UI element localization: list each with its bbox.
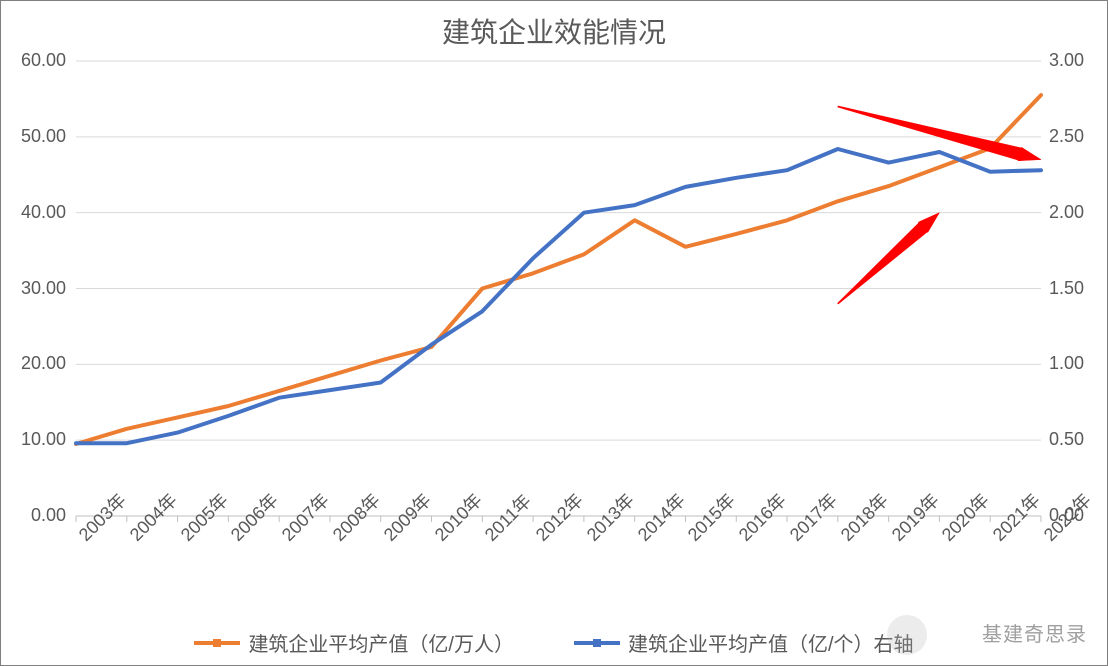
y-left-tick: 40.00	[21, 202, 66, 223]
y-right-tick: 2.00	[1049, 202, 1084, 223]
legend-swatch-1	[574, 641, 620, 645]
y-left-tick: 30.00	[21, 278, 66, 299]
y-right-tick: 0.50	[1049, 429, 1084, 450]
y-left-tick: 50.00	[21, 126, 66, 147]
legend-label-1: 建筑企业平均产值（亿/个）右轴	[628, 628, 914, 657]
annotation-arrow-shaft-1	[837, 223, 927, 304]
plot-area	[1, 1, 1108, 666]
y-right-tick: 2.50	[1049, 126, 1084, 147]
chart-container: 建筑企业效能情况 建筑企业平均产值（亿/万人） 建筑企业平均产值（亿/个）右轴 …	[0, 0, 1108, 666]
legend-item-series-1: 建筑企业平均产值（亿/个）右轴	[574, 628, 914, 657]
legend-swatch-0	[194, 641, 240, 645]
y-left-tick: 10.00	[21, 429, 66, 450]
annotation-arrow-head-0	[1018, 147, 1041, 161]
series-line-1	[76, 149, 1041, 443]
y-right-tick: 1.50	[1049, 278, 1084, 299]
y-left-tick: 0.00	[31, 505, 66, 526]
series-line-0	[76, 95, 1041, 444]
y-left-tick: 20.00	[21, 353, 66, 374]
watermark-logo	[887, 615, 927, 655]
y-right-tick: 1.00	[1049, 353, 1084, 374]
legend-item-series-0: 建筑企业平均产值（亿/万人）	[194, 628, 514, 657]
legend-label-0: 建筑企业平均产值（亿/万人）	[248, 628, 514, 657]
y-left-tick: 60.00	[21, 50, 66, 71]
annotation-arrow-shaft-0	[838, 106, 1022, 160]
legend: 建筑企业平均产值（亿/万人） 建筑企业平均产值（亿/个）右轴	[1, 628, 1107, 657]
y-right-tick: 3.00	[1049, 50, 1084, 71]
